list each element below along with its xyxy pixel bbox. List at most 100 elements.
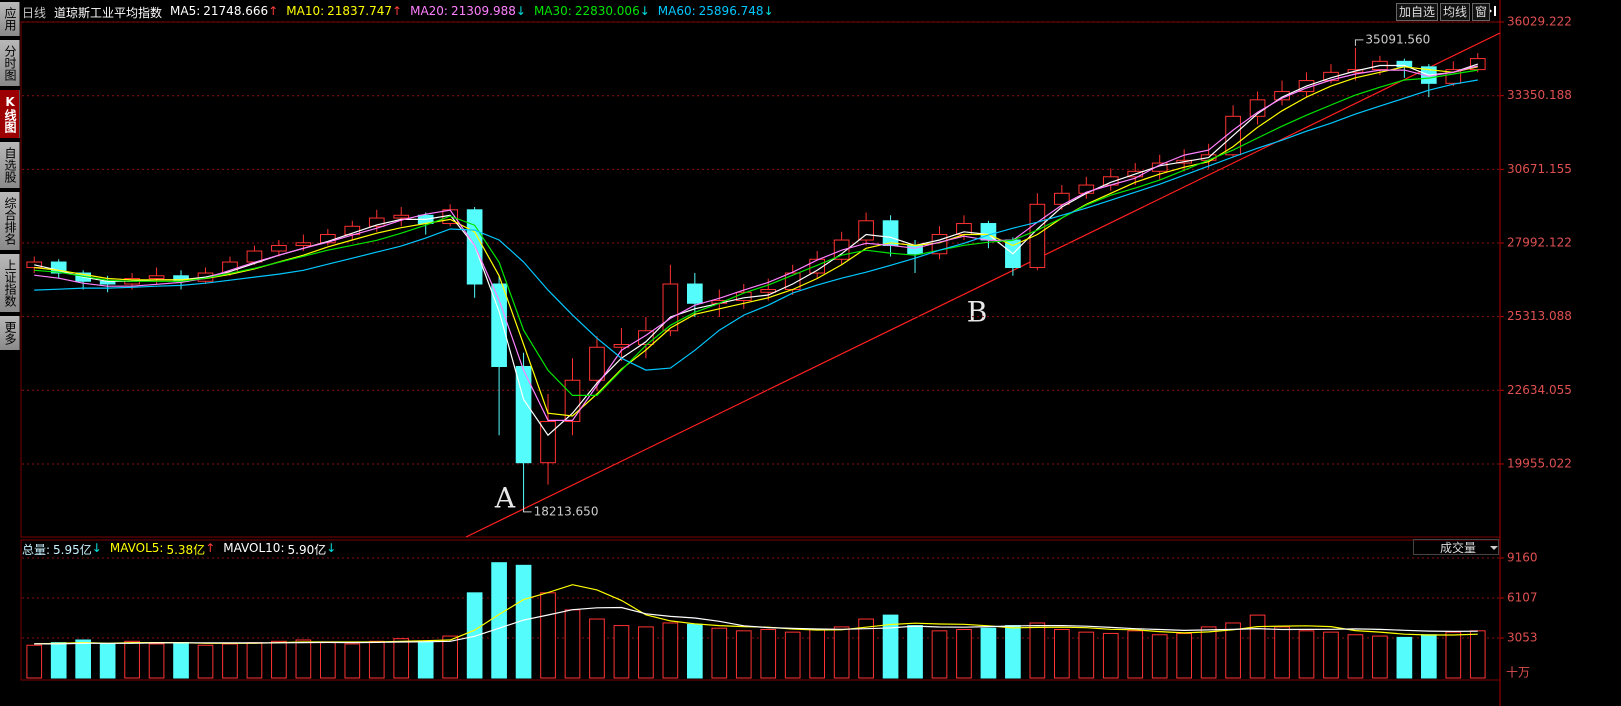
dropdown-arrow bbox=[1490, 546, 1498, 550]
legend-value: 5.90亿 bbox=[287, 543, 327, 557]
y-tick-label: 19955.022 bbox=[1507, 456, 1572, 470]
legend-label: MA5: bbox=[170, 4, 201, 18]
volume-bar bbox=[1225, 622, 1241, 679]
volume-bar bbox=[75, 639, 92, 679]
volume-bar bbox=[980, 627, 997, 679]
mavol-line bbox=[34, 606, 1478, 645]
annotation: A bbox=[494, 482, 516, 515]
legend-label: MA30: bbox=[533, 4, 572, 18]
chart-title: 道琼斯工业平均指数 bbox=[54, 6, 163, 20]
period[interactable]: 日线 bbox=[22, 6, 47, 20]
volume-bar bbox=[173, 642, 189, 679]
high-label: 35091.560 bbox=[1365, 32, 1430, 46]
volume-bar bbox=[711, 627, 728, 679]
candle-body bbox=[1151, 162, 1168, 172]
volume-bar bbox=[882, 614, 899, 679]
volume-bar bbox=[1372, 635, 1388, 679]
label-leader bbox=[1354, 39, 1364, 46]
volume-bar bbox=[246, 642, 263, 679]
volume-bar bbox=[1200, 626, 1217, 679]
volume-bar bbox=[271, 640, 287, 679]
y-tick-label: 22634.055 bbox=[1507, 383, 1572, 397]
toolbar-button[interactable]: 窗 bbox=[1472, 3, 1491, 21]
volume-bar bbox=[1298, 630, 1315, 679]
ma-line bbox=[34, 65, 1478, 421]
legend-value: 21309.988 bbox=[450, 4, 516, 18]
legend-trend: ↓ bbox=[763, 4, 774, 18]
volume-bar bbox=[222, 643, 238, 679]
volume-bar bbox=[1249, 614, 1266, 679]
price-legend: 日线 道琼斯工业平均指数 MA5: 21748.666 ↑ MA10: 21837.74… bbox=[22, 4, 774, 21]
volume-selector[interactable]: 成交量 bbox=[1413, 539, 1499, 555]
candle-body bbox=[515, 365, 532, 464]
volume-bar bbox=[1176, 632, 1193, 679]
volume-bar bbox=[1323, 631, 1339, 679]
toolbar-button[interactable]: 加自选 bbox=[1396, 3, 1439, 21]
volume-bar bbox=[442, 635, 459, 679]
candle-body bbox=[809, 258, 826, 274]
candle-body bbox=[686, 283, 703, 304]
sidebar-tab[interactable]: 应用 bbox=[0, 2, 20, 36]
legend-trend: ↓ bbox=[639, 4, 650, 18]
volume-bar bbox=[858, 618, 874, 679]
low-label: 18213.650 bbox=[534, 504, 599, 518]
legend-label: MAVOL10: bbox=[223, 541, 285, 555]
volume-bar bbox=[809, 629, 826, 679]
volume-bar bbox=[197, 644, 214, 679]
sidebar-tab[interactable]: K线图 bbox=[0, 90, 20, 138]
candle-body bbox=[980, 223, 997, 241]
candle-body bbox=[271, 245, 287, 252]
volume-bar bbox=[735, 630, 752, 679]
volume-bar bbox=[148, 643, 165, 679]
volume-unit: 十万 bbox=[1506, 666, 1530, 680]
total-value: 5.95亿 bbox=[53, 543, 92, 557]
sidebar-tab[interactable]: 分时图 bbox=[0, 40, 20, 86]
y-tick-label: 27992.122 bbox=[1507, 235, 1572, 249]
volume-bar bbox=[295, 639, 312, 679]
candle-body bbox=[1029, 203, 1046, 269]
sidebar-tab[interactable]: 上证指数 bbox=[0, 254, 20, 312]
sidebar-tab[interactable]: 更多 bbox=[0, 316, 20, 350]
legend-label: MA60: bbox=[657, 4, 696, 18]
y-tick-label: 25313.088 bbox=[1507, 309, 1572, 323]
label-leader bbox=[523, 505, 532, 513]
ma-line bbox=[34, 66, 1478, 417]
volume-bar bbox=[564, 609, 581, 679]
volume-bar bbox=[784, 631, 801, 679]
volume-bar bbox=[99, 643, 116, 679]
volume-bar bbox=[1053, 629, 1070, 679]
y-tick-label: 30671.155 bbox=[1507, 162, 1572, 176]
total-label: 总量: bbox=[22, 543, 51, 557]
legend-trend: ↓ bbox=[515, 4, 526, 18]
legend-value: 5.38亿 bbox=[166, 543, 206, 557]
candle-body bbox=[1053, 192, 1070, 205]
volume-bar bbox=[1029, 622, 1046, 679]
candle-body bbox=[393, 214, 410, 219]
volume-bar bbox=[417, 640, 434, 679]
ma-line bbox=[34, 69, 1478, 396]
volume-bar bbox=[956, 629, 972, 679]
legend-label: MAVOL5: bbox=[109, 541, 164, 555]
volume-bar bbox=[344, 643, 361, 679]
legend-trend: ↑ bbox=[392, 4, 403, 18]
candle-body bbox=[491, 283, 507, 367]
toolbar-button[interactable]: 均线 bbox=[1440, 3, 1471, 21]
legend-value: 25896.748 bbox=[698, 4, 764, 18]
volume-bar bbox=[907, 625, 923, 679]
volume-bar bbox=[50, 642, 67, 679]
volume-bar bbox=[540, 592, 556, 679]
sidebar-tab[interactable]: 自选股 bbox=[0, 142, 20, 188]
volume-bar bbox=[1469, 630, 1486, 679]
volume-bar bbox=[589, 618, 605, 679]
legend-label: MA20: bbox=[410, 4, 448, 18]
legend-trend: ↓ bbox=[326, 541, 337, 555]
volume-bar bbox=[393, 638, 410, 679]
y-tick-label: 6107 bbox=[1507, 590, 1538, 604]
volume-bar bbox=[1347, 634, 1364, 679]
volume-bar bbox=[515, 564, 532, 679]
candle-body bbox=[858, 220, 874, 241]
sidebar-tab[interactable]: 综合排名 bbox=[0, 192, 20, 250]
y-tick-label: 33350.188 bbox=[1507, 88, 1572, 102]
volume-bar bbox=[1102, 632, 1119, 679]
